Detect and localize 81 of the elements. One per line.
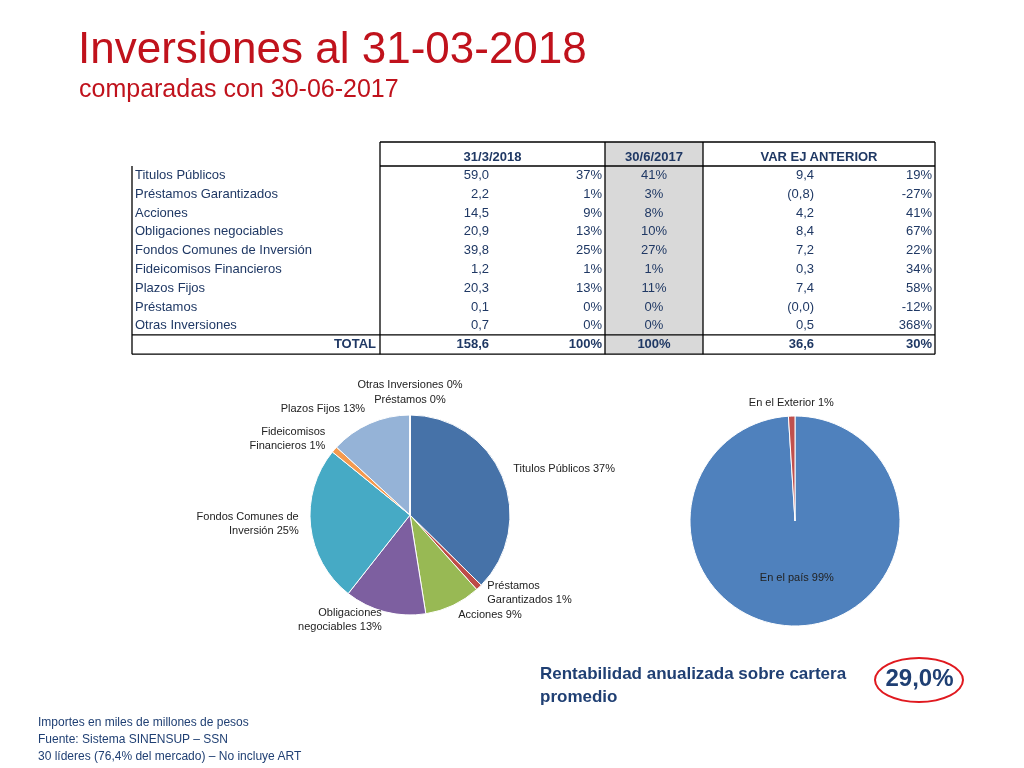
data-label: 8% [644, 204, 664, 220]
data-label: 0% [583, 317, 603, 333]
data-label: 13% [575, 223, 603, 239]
data-label: 59,0 [463, 167, 489, 182]
category-label: TOTAL [333, 336, 377, 352]
slice-label: Plazos Fijos 13% [280, 402, 366, 415]
category-label: Fondos Comunes de Inversión [135, 242, 313, 258]
slice-label: Fondos Comunes de Inversión 25% [196, 510, 299, 537]
data-label: 36,6 [788, 336, 814, 352]
source-note: Fuente: Sistema SINENSUP – SSN [38, 731, 228, 748]
data-label: 22% [905, 242, 933, 258]
data-label: 37% [575, 167, 603, 182]
data-label: 58% [905, 279, 933, 295]
category-label: Préstamos [135, 298, 198, 314]
data-label: 41% [640, 167, 668, 182]
data-label: 39,8 [463, 242, 489, 258]
data-label: -12% [901, 298, 933, 314]
data-label: 158,6 [456, 336, 489, 352]
category-label: Préstamos 0% [374, 393, 446, 405]
data-label: 100% [637, 336, 672, 352]
data-label: 14,5 [463, 204, 489, 220]
data-label: 25% [575, 242, 603, 258]
data-label: 1% [644, 261, 664, 276]
data-label: (0,8) [787, 185, 814, 201]
series-label: 31/3/2018 [463, 149, 522, 164]
data-label: 30% [905, 336, 933, 352]
text: 30 líderes (76,4% del mercado) – No incluye ART [38, 748, 302, 765]
data-label: 0,1 [470, 298, 489, 314]
category-label: Titulos Públicos [135, 167, 227, 182]
text: Inversiones al 31-03-2018 [78, 23, 587, 72]
series-label: 30/6/2017 [625, 149, 683, 164]
data-label: 2,2 [470, 185, 489, 201]
category-label: Fideicomisos Financieros [135, 261, 283, 276]
category-label: Otras Inversiones [135, 317, 238, 333]
slice-label: Titulos Públicos 37% [513, 461, 616, 474]
slice-label: Fideicomisos Financieros 1% [249, 424, 326, 451]
data-label: 11% [641, 279, 667, 295]
category-label: Obligaciones negociables [135, 223, 284, 239]
data-label: 34% [905, 261, 933, 276]
slice-label: En el país 99% [759, 570, 835, 583]
data-label: 9,4 [795, 167, 814, 182]
data-label: 1,2 [470, 261, 489, 276]
text: VAR EJ ANTERIOR [760, 149, 879, 164]
data-label: 0% [583, 298, 603, 314]
data-label: 13% [575, 279, 603, 295]
text: Rentabilidad anualizada sobre cartera promedio [540, 663, 848, 708]
data-label: 3% [644, 185, 664, 201]
data-label: 19% [905, 167, 933, 182]
slice-label: Acciones 9% [458, 608, 522, 621]
data-label: 67% [905, 223, 933, 239]
data-label: 0% [644, 317, 664, 333]
category-label: Acciones [135, 204, 189, 220]
data-label: 10% [640, 223, 668, 239]
data-label: 368% [898, 317, 933, 333]
category-label: Otras Inversiones 0% [357, 378, 463, 390]
category-label: Plazos Fijos [135, 279, 206, 295]
slice-label: En el Exterior 1% [748, 396, 835, 409]
data-label: 100% [568, 336, 603, 352]
data-label: 20,9 [463, 223, 489, 239]
data-label: 1% [583, 261, 603, 276]
data-label: 9% [583, 204, 603, 220]
slice-label: Préstamos Garantizados 1% [487, 579, 572, 606]
data-label: 20,3 [463, 279, 489, 295]
data-label: 27% [640, 242, 668, 258]
data-label: 7,2 [795, 242, 814, 258]
text: 29,0% [884, 663, 955, 693]
data-label: 41% [905, 204, 933, 220]
data-label: 4,2 [795, 204, 814, 220]
data-label: 0,7 [470, 317, 489, 333]
data-label: 0,3 [795, 261, 814, 276]
data-label: 1% [583, 185, 603, 201]
text: Importes en miles de millones de pesos [38, 714, 249, 731]
data-label: 7,4 [795, 279, 814, 295]
data-label: 0% [644, 298, 664, 314]
slice-label: Obligaciones negociables 13% [298, 606, 383, 633]
category-label: Préstamos Garantizados [135, 185, 279, 201]
text: comparadas con 30-06-2017 [79, 74, 399, 102]
data-label: 8,4 [795, 223, 814, 239]
data-label: 0,5 [795, 317, 814, 333]
data-label: (0,0) [787, 298, 814, 314]
data-label: -27% [901, 185, 933, 201]
